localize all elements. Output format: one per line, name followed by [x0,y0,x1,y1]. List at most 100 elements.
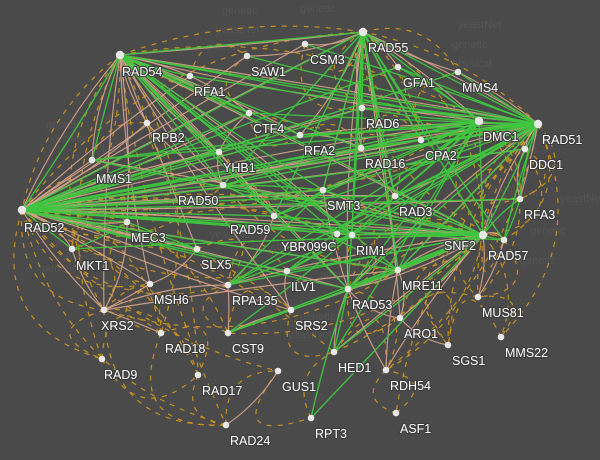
graph-node-rad59[interactable] [270,212,278,220]
node-label-rad9: RAD9 [104,368,137,382]
edge-genetic [119,54,227,426]
graph-node-snf2[interactable] [478,230,488,240]
edge-yeastnet [362,31,422,141]
graph-node-cpa2[interactable] [417,136,425,144]
graph-node-mus81[interactable] [474,293,482,301]
edge-yeastnet [222,184,484,236]
graph-node-dmc1[interactable] [474,116,484,126]
graph-node-srs2[interactable] [287,306,295,314]
edge-physical [119,54,539,125]
edge-genetic [222,182,275,217]
graph-node-ybr099c[interactable] [333,230,341,238]
node-label-ybr099c: YBR099C [281,240,337,254]
node-label-rfa3: RFA3 [524,208,555,222]
edge-genetic [119,45,480,122]
node-label-layer: RAD54 SAW1 CSM3 RAD55 GFA1 MMS4 RFA1 RPB2 CTF4 RA… [23,40,584,449]
graph-node-yhb1[interactable] [215,148,223,156]
node-label-rad24: RAD24 [230,434,270,448]
graph-node-rpb2[interactable] [143,119,151,127]
graph-node-rfa1[interactable] [186,72,194,80]
node-label-rad18: RAD18 [165,342,205,356]
graph-node-rpt3[interactable] [307,414,315,422]
graph-node-rad51[interactable] [533,119,543,129]
graph-node-rad18[interactable] [157,329,165,337]
edge-genetic [69,309,105,360]
graph-node-mec3[interactable] [123,218,131,226]
graph-node-rad6[interactable] [358,104,366,112]
edge-yeastnet [91,159,484,236]
node-label-sgs1: SGS1 [452,354,485,368]
edge-genetic [103,285,162,334]
edge-physical [71,248,105,311]
edge-yeastnet [286,234,353,272]
graph-node-mms1[interactable] [88,156,96,164]
edge-physical [362,31,480,122]
graph-node-ctf4[interactable] [245,109,253,117]
edge-genetic [500,123,559,338]
graph-node-rad16[interactable] [357,144,365,152]
node-label-aro1: ARO1 [404,327,438,341]
graph-node-smt3[interactable] [319,186,327,194]
edge-yeastnet [347,31,364,290]
graph-node-mms22[interactable] [497,333,505,341]
graph-node-rdh54[interactable] [382,366,390,374]
graph-node-saw1[interactable] [243,52,251,60]
edge-physical [385,269,399,371]
edge-genetic [477,239,519,298]
graph-node-mkt1[interactable] [68,245,76,253]
graph-node-rad52[interactable] [17,205,27,215]
edge-yeastnet [21,54,121,211]
edge-yeastnet [273,31,364,217]
graph-node-rpa135[interactable] [224,281,232,289]
edge-physical [146,122,224,186]
graph-node-cst9[interactable] [224,329,232,337]
graph-node-asf1[interactable] [392,409,400,417]
graph-node-gfa1[interactable] [394,63,402,71]
graph-node-rad55[interactable] [358,27,368,37]
graph-node-rfa3[interactable] [516,195,524,203]
graph-node-aro1[interactable] [396,314,404,322]
node-label-ctf4: CTF4 [253,122,284,136]
graph-node-rim1[interactable] [348,231,356,239]
graph-node-msh6[interactable] [146,280,154,288]
edge-yeastnet [333,234,484,353]
graph-node-ddc1[interactable] [521,145,529,153]
node-label-mec3: MEC3 [131,231,166,245]
graph-node-rad9[interactable] [98,355,106,363]
graph-node-rad3[interactable] [391,192,399,200]
graph-node-rad54[interactable] [115,50,125,60]
node-label-rad52: RAD52 [24,221,64,235]
node-label-rpb2: RPB2 [152,131,185,145]
edge-yeastnet [222,184,399,271]
graph-node-hed1[interactable] [330,348,338,356]
graph-node-xrs2[interactable] [100,306,108,314]
graph-node-rfa2[interactable] [296,131,304,139]
graph-node-rad17[interactable] [194,371,202,379]
graph-node-slx5[interactable] [193,245,201,253]
graph-node-rad24[interactable] [222,421,230,429]
graph-node-ilv1[interactable] [283,267,291,275]
edge-physical [227,234,484,286]
graph-node-mre11[interactable] [394,266,402,274]
node-label-ilv1: ILV1 [291,280,316,294]
edge-genetic [519,123,556,200]
graph-node-sgs1[interactable] [444,341,452,349]
graph-node-rad50[interactable] [219,181,227,189]
node-layer[interactable] [17,27,543,429]
graph-node-gus1[interactable] [274,367,282,375]
graph-node-csm3[interactable] [301,40,309,48]
graph-node-rad57[interactable] [500,236,508,244]
node-label-mms4: MMS4 [462,81,498,95]
edge-genetic [101,358,199,399]
graph-node-mms4[interactable] [454,68,462,76]
graph-node-rad53[interactable] [344,285,352,293]
edge-yeastnet [91,120,480,161]
watermark-text: physical [498,187,538,199]
edge-physical [347,234,484,290]
node-label-mms1: MMS1 [96,172,132,186]
edge-genetic [91,121,148,161]
node-label-mms22: MMS22 [505,346,548,360]
edge-yeastnet [222,184,324,191]
